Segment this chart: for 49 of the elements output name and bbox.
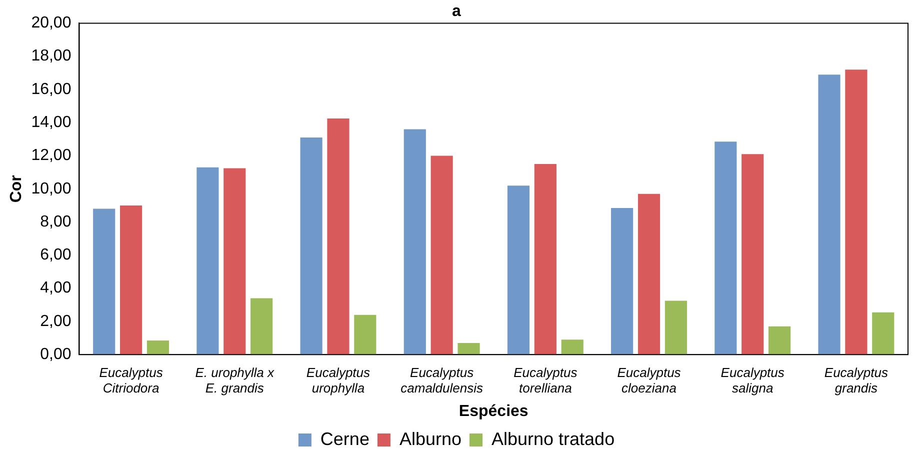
bar xyxy=(818,74,840,355)
bar xyxy=(93,208,116,355)
y-tick-label: 18,00 xyxy=(31,48,72,65)
x-tick-label: Eucalyptus saligna xyxy=(720,365,785,396)
bar xyxy=(507,186,530,355)
y-tick-label: 4,00 xyxy=(40,280,72,297)
x-tick-label: Eucalyptus urophylla xyxy=(306,365,371,396)
x-tick-label: Eucalyptus camaldulensis xyxy=(400,365,484,396)
legend-label: Alburno tratado xyxy=(491,428,615,449)
bar xyxy=(768,326,791,355)
y-tick-label: 20,00 xyxy=(31,14,72,32)
legend-label: Cerne xyxy=(320,428,370,449)
bar xyxy=(714,142,737,355)
bar xyxy=(354,314,376,355)
bar xyxy=(611,208,634,355)
x-tick-label: Eucalyptus torelliana xyxy=(514,365,578,396)
bar xyxy=(404,129,426,355)
legend-label: Alburno xyxy=(399,428,462,449)
y-tick-label: 6,00 xyxy=(40,246,72,264)
bar xyxy=(250,298,273,355)
x-tick-label: Eucalyptus cloeziana xyxy=(617,365,682,396)
y-tick-label: 12,00 xyxy=(31,147,72,164)
x-tick-label: E. urophylla x E. grandis xyxy=(195,365,275,396)
bar xyxy=(146,340,170,355)
bar xyxy=(196,167,219,355)
bar xyxy=(561,340,584,355)
bar xyxy=(742,154,764,355)
x-axis-title: Espécies xyxy=(458,402,528,420)
bar xyxy=(430,156,453,355)
y-tick-label: 2,00 xyxy=(40,312,72,330)
chart-title: a xyxy=(452,3,462,20)
bar xyxy=(845,70,868,355)
y-axis-title: Cor xyxy=(8,175,26,203)
bar xyxy=(300,138,322,355)
y-tick-label: 16,00 xyxy=(31,80,72,98)
y-tick-label: 10,00 xyxy=(31,180,72,198)
bar xyxy=(872,312,894,355)
y-tick-label: 0,00 xyxy=(40,346,72,364)
y-tick-label: 14,00 xyxy=(31,114,72,132)
x-tick-label: Eucalyptus grandis xyxy=(824,365,888,396)
bar xyxy=(327,118,350,355)
bar xyxy=(638,194,660,355)
x-tick-label: Eucalyptus Citriodora xyxy=(99,365,164,396)
bar xyxy=(458,343,480,355)
bar xyxy=(120,205,142,355)
bar xyxy=(224,168,246,355)
bar xyxy=(534,164,556,355)
bar xyxy=(664,300,687,355)
y-tick-label: 8,00 xyxy=(40,213,72,230)
